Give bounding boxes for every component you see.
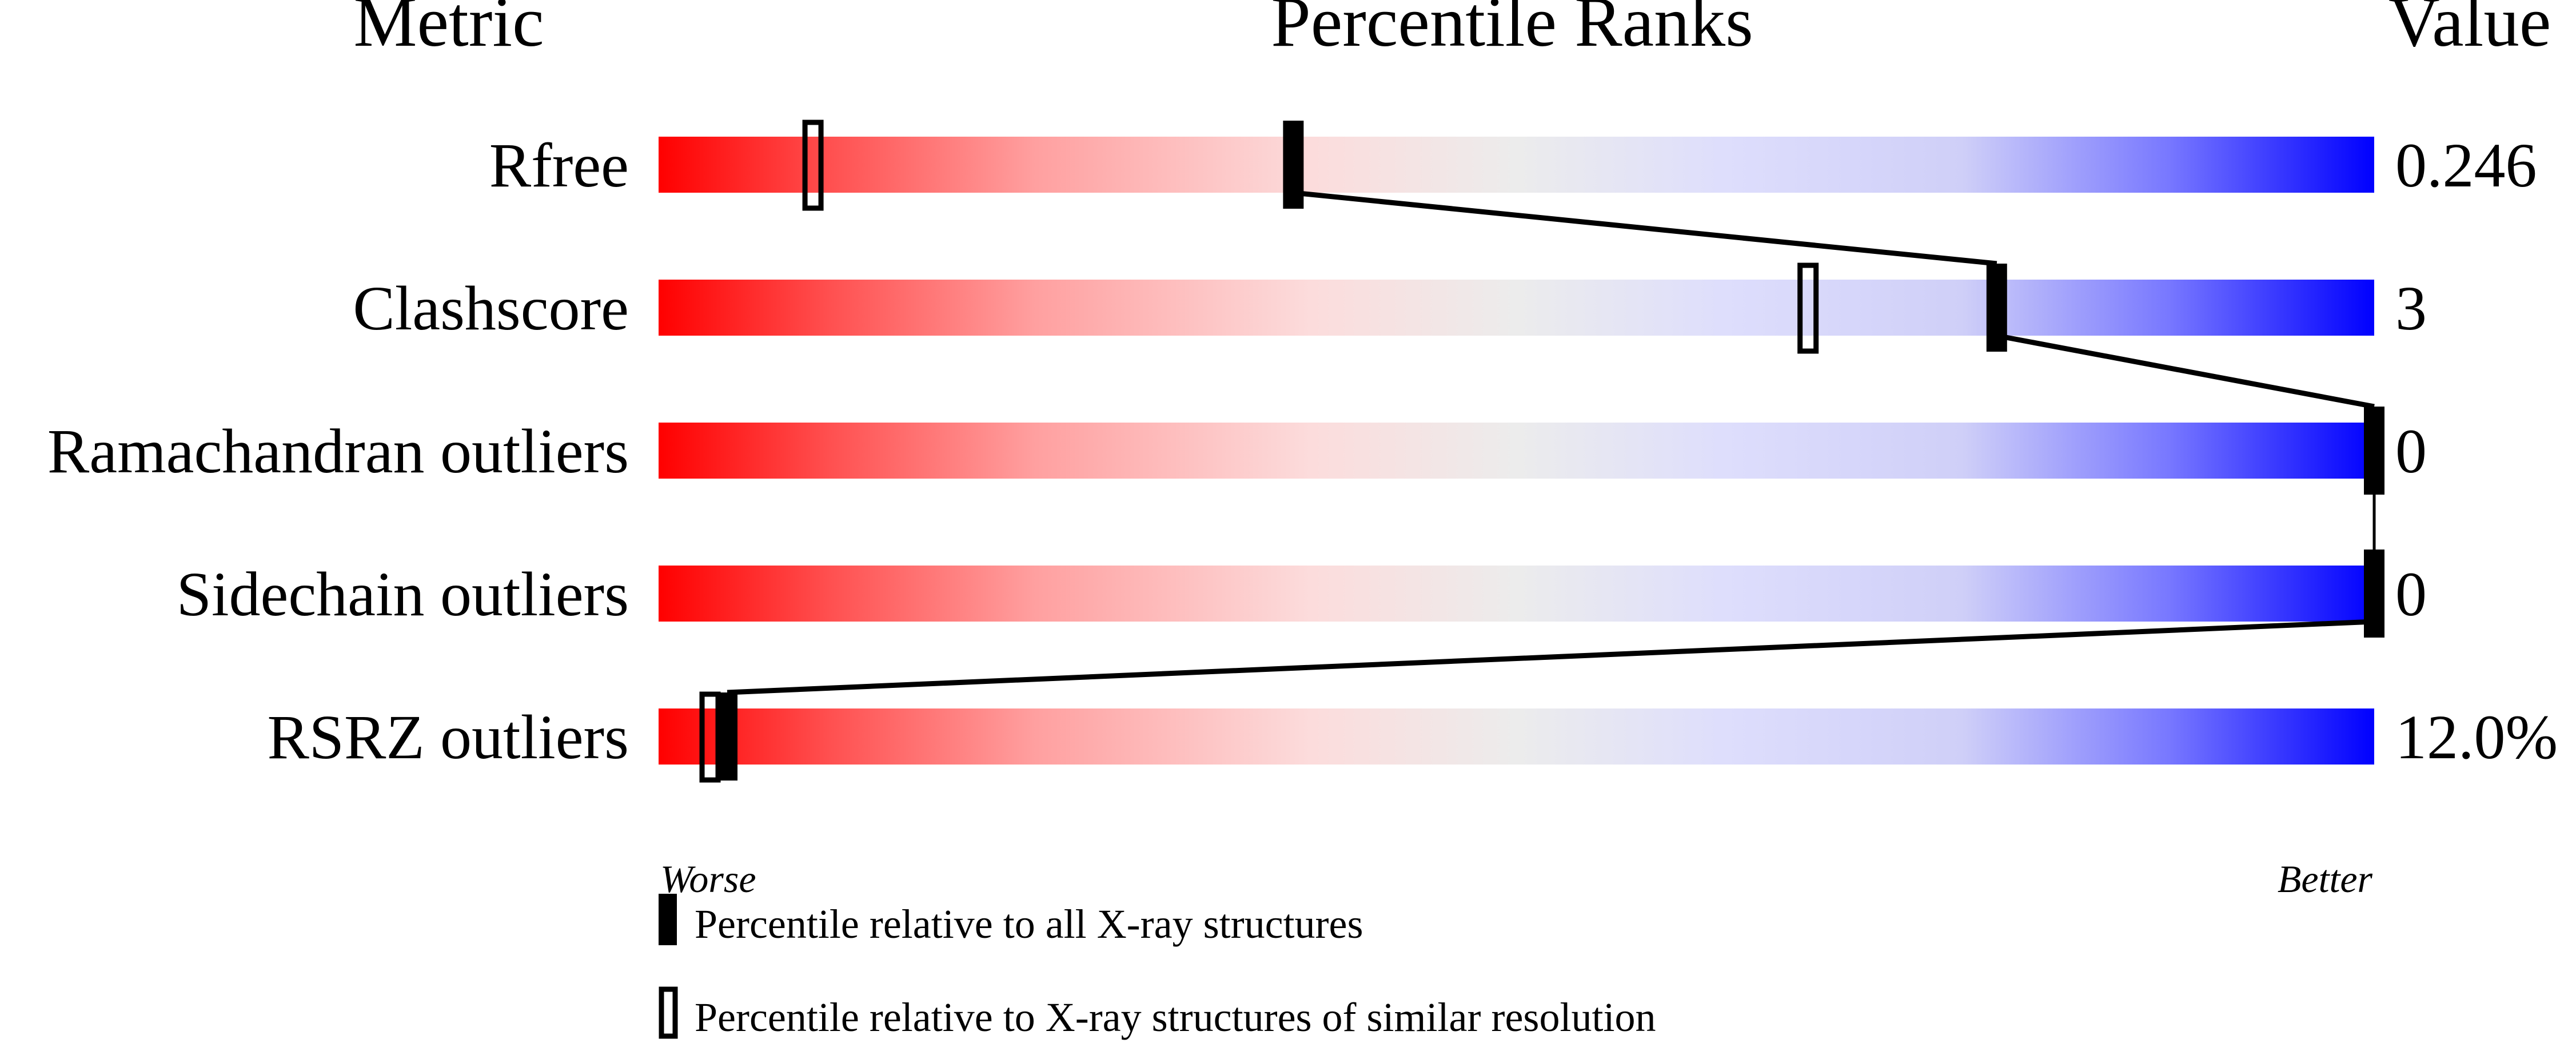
metric-label: Clashscore [353, 273, 629, 343]
legend-similar-label: Percentile relative to X-ray structures … [695, 994, 1656, 1040]
legend-all-label: Percentile relative to all X-ray structu… [695, 901, 1363, 947]
all-structures-marker [2364, 407, 2384, 495]
metric-value: 0 [2395, 416, 2427, 486]
metric-label: Sidechain outliers [177, 559, 629, 629]
legend-outline-marker [659, 986, 678, 1039]
metric-label: Rfree [489, 130, 629, 200]
similar-resolution-marker [802, 120, 824, 211]
metric-value: 0.246 [2395, 130, 2537, 200]
axis-worse-label: Worse [660, 857, 756, 901]
percentile-bar [659, 566, 2374, 622]
percentile-bar [659, 137, 2374, 193]
all-structures-marker [2364, 550, 2384, 638]
all-structures-marker [717, 692, 738, 781]
percentile-bar [659, 708, 2374, 765]
header-percentile-ranks: Percentile Ranks [1271, 0, 1753, 62]
metric-label: RSRZ outliers [267, 702, 629, 772]
metric-value: 3 [2395, 273, 2427, 343]
metric-value: 12.0% [2395, 702, 2558, 772]
all-structures-marker [1986, 264, 2007, 352]
similar-resolution-marker [1797, 262, 1819, 354]
percentile-connector-line [727, 619, 2375, 695]
percentile-connector-line [1996, 333, 2375, 409]
percentile-connector-line [1293, 190, 1997, 266]
axis-better-label: Better [2278, 857, 2373, 901]
percentile-bar [659, 280, 2374, 336]
percentile-bar [659, 423, 2374, 479]
all-structures-marker [1283, 121, 1304, 209]
legend-filled-marker [659, 894, 677, 945]
header-metric: Metric [353, 0, 544, 62]
header-value: Value [2388, 0, 2551, 62]
metric-label: Ramachandran outliers [47, 416, 629, 486]
metric-value: 0 [2395, 559, 2427, 629]
